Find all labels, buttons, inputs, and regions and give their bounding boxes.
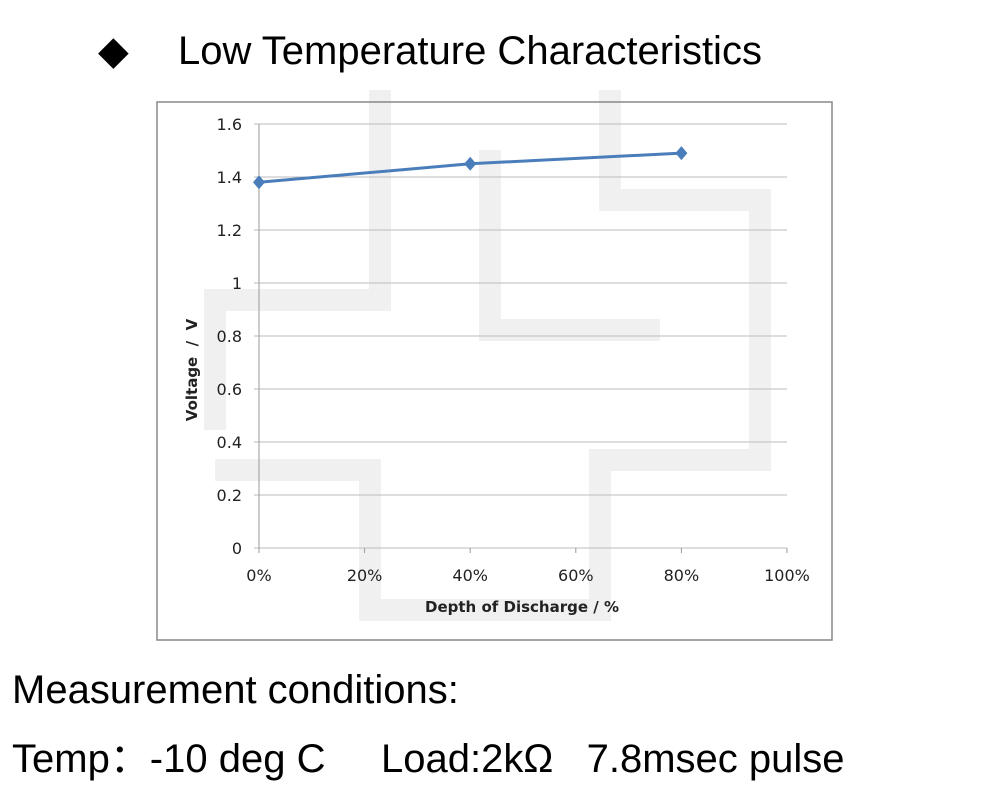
- y-tick-label: 1.2: [217, 221, 242, 240]
- data-point: [464, 156, 477, 171]
- y-tick-label: 0: [232, 539, 242, 558]
- x-tick-label: 80%: [664, 566, 700, 585]
- conditions-heading: Measurement conditions:: [12, 668, 459, 712]
- y-tick-label: 1: [232, 274, 242, 293]
- conditions-line: Temp：-10 deg C Load:2kΩ 7.8msec pulse: [12, 737, 845, 781]
- x-tick-label: 100%: [764, 566, 810, 585]
- x-tick-label: 40%: [452, 566, 488, 585]
- y-tick-label: 0.4: [217, 433, 242, 452]
- title-text: Low Temperature Characteristics: [178, 29, 762, 73]
- data-point: [675, 146, 688, 161]
- y-tick-label: 0.2: [217, 486, 242, 505]
- y-tick-label: 0.6: [217, 380, 242, 399]
- y-axis-label: Voltage / V: [183, 318, 201, 421]
- y-tick-label: 1.6: [217, 115, 242, 134]
- x-tick-label: 20%: [347, 566, 383, 585]
- data-point: [253, 175, 265, 190]
- y-tick-label: 0.8: [217, 327, 242, 346]
- x-axis-label: Depth of Discharge / %: [425, 598, 619, 616]
- chart-frame: [156, 101, 833, 641]
- x-tick-label: 60%: [558, 566, 594, 585]
- page-title: ◆ Low Temperature Characteristics: [98, 28, 762, 74]
- bullet-diamond-icon: ◆: [98, 29, 129, 73]
- y-tick-label: 1.4: [217, 168, 242, 187]
- x-tick-label: 0%: [246, 566, 271, 585]
